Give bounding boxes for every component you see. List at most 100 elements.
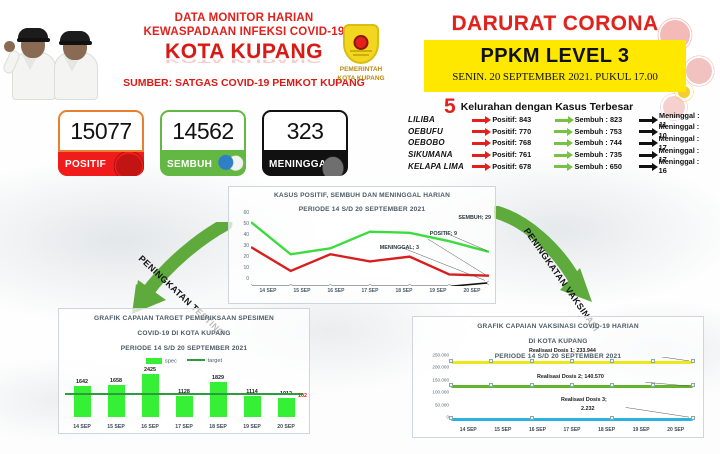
arrow-right-icon: [472, 162, 492, 171]
chart-daily-plot: [251, 221, 489, 287]
chart-specimen-target: GRAFIK CAPAIAN TARGET PEMERIKSAAN SPESIM…: [58, 308, 310, 434]
y-tick: 40: [243, 231, 249, 238]
chart-spec-title-2: COVID-19 DI KOTA KUPANG: [137, 330, 231, 338]
x-tick: 18 SEP: [209, 424, 227, 430]
data-point: [570, 383, 574, 388]
kelurahan-name: KELAPA LIMA: [408, 161, 464, 171]
bar-column: 1114: [235, 367, 269, 417]
data-point: [610, 416, 615, 421]
chart-daily-x-axis: 14 SEP 15 SEP 16 SEP 17 SEP 18 SEP 19 SE…: [251, 288, 489, 298]
stat-value-meninggal: 323: [262, 110, 348, 152]
chart-vax-title-3: PERIODE 14 S/D 20 SEPTEMBER 2021: [494, 353, 622, 361]
header-line-1: DATA MONITOR HARIAN: [174, 12, 314, 24]
ppkm-level-label: PPKM LEVEL 3: [480, 45, 630, 67]
stat-label-text: MENINGGAL: [269, 158, 333, 170]
annotation-dosis-2: Realisasi Dosis 2; 140.570: [537, 374, 604, 380]
data-point: [570, 358, 574, 363]
page-title: DATA MONITOR HARIAN KEWASPADAAN INFEKSI …: [108, 12, 380, 89]
bar: [209, 382, 227, 417]
arrow-right-icon: [554, 151, 574, 160]
bar-column: 1642: [65, 367, 99, 417]
kelurahan-name: SIKUMANA: [408, 150, 453, 160]
y-tick: 50.000: [434, 402, 449, 408]
kelurahan-name: OEBUFU: [408, 126, 443, 136]
x-tick: 14 SEP: [459, 427, 477, 433]
kelurahan-positif: Positif: 770: [492, 126, 532, 136]
x-tick: 19 SEP: [632, 427, 650, 433]
chart-vax-title-1: GRAFIK CAPAIAN VAKSINASI COVID-19 HARIAN: [477, 323, 639, 330]
bar-value: 1114: [246, 388, 258, 395]
data-point: [610, 358, 615, 363]
target-line: [65, 393, 303, 395]
bar-value: 1642: [76, 378, 88, 385]
kelurahan-row: OEBOBO Positif: 768 Sembuh : 744 Meningg…: [408, 133, 708, 152]
mourning-icon: [320, 154, 346, 176]
kelurahan-meninggal: Meninggal : 17: [658, 133, 700, 152]
header-source: SUMBER: SATGAS COVID-19 PEMKOT KUPANG: [123, 76, 365, 89]
bar: [141, 374, 159, 417]
data-point: [449, 383, 453, 388]
y-tick: 60: [243, 210, 249, 216]
arrow-right-icon: [472, 151, 492, 160]
annotation-dosis-1: Realisasi Dosis 1; 233.944: [529, 348, 596, 354]
kelurahan-positif: Positif: 678: [492, 161, 532, 171]
y-tick: 0: [246, 276, 249, 282]
data-point: [489, 383, 494, 388]
stat-card-positif: 15077 POSITIF: [58, 110, 144, 176]
logo-caption-2: KOTA KUPANG: [337, 74, 385, 82]
stat-label-text: POSITIF: [65, 158, 106, 170]
stat-label-text: SEMBUH: [167, 158, 213, 170]
bar-value: 1829: [212, 375, 224, 381]
chart-spec-title-3: PERIODE 14 S/D 20 SEPTEMBER 2021: [120, 345, 248, 353]
kelurahan-title: Kelurahan dengan Kasus Terbesar: [460, 100, 634, 113]
kelurahan-meninggal: Meninggal : 11: [659, 110, 700, 129]
series-positif: [251, 246, 489, 277]
y-tick: 200.000: [432, 364, 449, 370]
annotation-meninggal: MENINGGAL; 3: [379, 245, 419, 251]
chart-vax-title-2: DI KOTA KUPANG: [528, 338, 588, 346]
y-tick: 250.000: [432, 352, 449, 358]
stat-value-sembuh: 14562: [160, 110, 246, 152]
y-tick: 0: [446, 414, 449, 420]
logo-caption-1: PEMERINTAH: [339, 66, 383, 73]
x-tick: 19 SEP: [243, 424, 261, 430]
x-tick: 16 SEP: [528, 427, 546, 433]
chart-vax-x-axis: 14 SEP 15 SEP 16 SEP 17 SEP 18 SEP 19 SE…: [451, 427, 693, 433]
data-point: [691, 358, 695, 363]
arrow-right-icon: [638, 127, 659, 136]
kelurahan-count: 5: [444, 95, 456, 118]
data-point: [449, 416, 453, 421]
stat-card-meninggal: 323 MENINGGAL: [262, 110, 348, 176]
kelurahan-row: KELAPA LIMA Positif: 678 Sembuh : 650 Me…: [408, 157, 708, 175]
chart-daily-y-axis: 60 50 40 30 20 10 0: [231, 210, 249, 282]
arrow-right-icon: [639, 116, 659, 125]
x-tick: 18 SEP: [598, 427, 616, 433]
data-point: [650, 383, 655, 388]
data-point: [650, 358, 655, 363]
kelurahan-row: LILIBA Positif: 843 Sembuh : 823 Meningg…: [408, 110, 708, 129]
virus-icon: [681, 53, 717, 89]
government-logo: PEMERINTAH KOTA KUPANG: [330, 24, 392, 84]
target-value-label: 102: [298, 393, 307, 399]
summary-stats: 15077 POSITIF 14562 SEMBUH 323 MENINGGAL: [58, 110, 348, 176]
series-sembuh: [251, 221, 489, 256]
arrow-right-icon: [638, 162, 659, 171]
chart-spec-title-1: GRAFIK CAPAIAN TARGET PEMERIKSAAN SPESIM…: [94, 315, 274, 322]
arrow-right-icon: [472, 116, 492, 125]
arrow-right-icon: [638, 151, 659, 160]
annotation-positif: POSITIF; 9: [429, 231, 457, 237]
kelurahan-name: LILIBA: [408, 115, 435, 125]
x-tick: 16 SEP: [327, 288, 345, 294]
stat-label-sembuh: SEMBUH: [160, 152, 246, 176]
kelurahan-sembuh: Sembuh : 735: [574, 150, 622, 160]
chart-vax-plot: [449, 357, 695, 422]
x-tick: 15 SEP: [107, 424, 125, 430]
x-tick: 16 SEP: [141, 424, 159, 430]
ppkm-datetime: SENIN. 20 SEPTEMBER 2021. PUKUL 17.00: [452, 71, 658, 83]
bar-column: 1012: [269, 367, 303, 417]
y-tick: 100.000: [432, 389, 449, 395]
y-tick: 30: [243, 243, 249, 249]
stat-label-positif: POSITIF: [58, 152, 144, 176]
kelurahan-sembuh: Sembuh : 753: [574, 126, 622, 136]
